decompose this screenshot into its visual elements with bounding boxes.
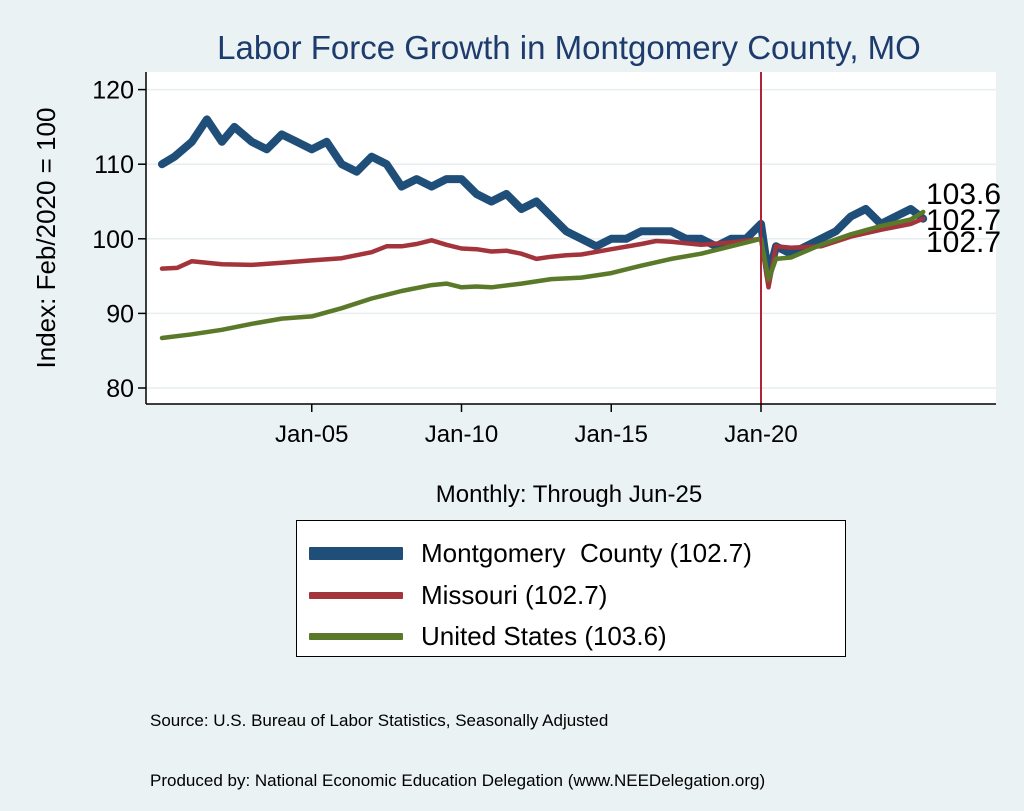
x-tick-label-Jan-20: Jan-20 <box>724 421 797 448</box>
legend-label-montgomery: Montgomery County (102.7) <box>421 538 752 568</box>
gridlines <box>146 88 996 389</box>
y-tick-label-120: 120 <box>92 77 134 105</box>
y-tick-label-90: 90 <box>106 300 134 328</box>
series-line-0 <box>158 115 928 281</box>
series-lines <box>158 115 928 341</box>
legend-swatch-united-states <box>309 633 403 640</box>
chart-title: Labor Force Growth in Montgomery County,… <box>217 29 921 66</box>
chart: Labor Force Growth in Montgomery County,… <box>31 29 1001 508</box>
legend: Montgomery County (102.7) Missouri (102.… <box>296 520 846 657</box>
source-note: Source: U.S. Bureau of Labor Statistics,… <box>150 671 765 811</box>
legend-label-united-states: United States (103.6) <box>421 621 667 651</box>
legend-label-missouri: Missouri (102.7) <box>421 580 608 610</box>
legend-item-united-states: United States (103.6) <box>297 618 845 654</box>
x-tick-label-Jan-10: Jan-10 <box>425 421 498 448</box>
legend-swatch-montgomery <box>309 547 403 560</box>
x-axis-ticks: Jan-05 Jan-10 Jan-15 Jan-20 <box>275 404 798 448</box>
produced-by-line: Produced by: National Economic Education… <box>150 771 766 790</box>
x-tick-label-Jan-05: Jan-05 <box>275 421 348 448</box>
series-line-2 <box>159 209 926 341</box>
y-tick-label-80: 80 <box>106 375 134 403</box>
y-tick-label-110: 110 <box>94 151 134 179</box>
x-tick-label-Jan-15: Jan-15 <box>575 421 648 448</box>
end-label-1: 102.7 <box>926 204 1001 237</box>
legend-swatch-missouri <box>309 592 403 599</box>
source-line: Source: U.S. Bureau of Labor Statistics,… <box>150 711 609 730</box>
y-tick-label-100: 100 <box>92 226 134 254</box>
legend-item-montgomery: Montgomery County (102.7) <box>297 535 845 571</box>
x-axis-title: Monthly: Through Jun-25 <box>436 481 702 508</box>
y-axis-title: Index: Feb/2020 = 100 <box>31 108 61 369</box>
legend-item-missouri: Missouri (102.7) <box>297 577 845 613</box>
end-label-2: 103.6 <box>926 178 1001 211</box>
y-axis-ticks: 80 90 100 110 120 <box>92 77 146 403</box>
end-label-0: 102.7 <box>926 226 1001 259</box>
